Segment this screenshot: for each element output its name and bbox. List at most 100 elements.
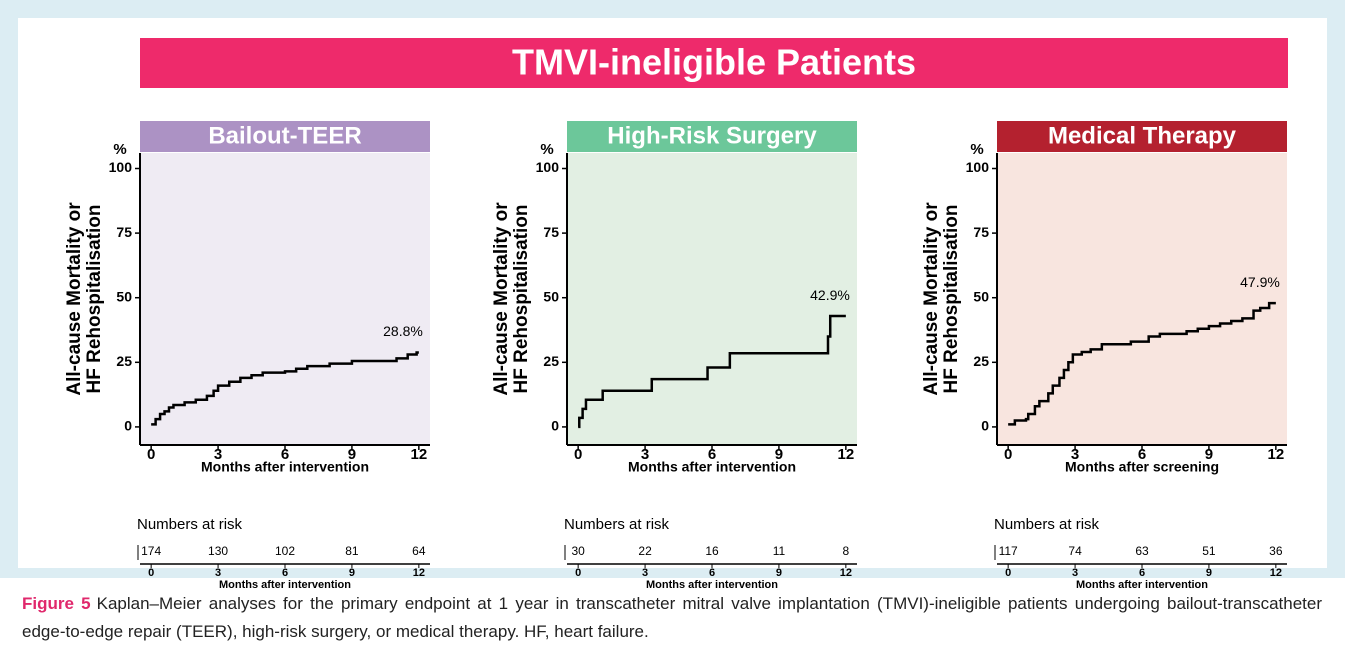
risk-tick-label: 3 (642, 567, 648, 579)
plot-area (997, 153, 1287, 445)
y-unit: % (970, 141, 983, 158)
panel-title: Bailout-TEER (208, 122, 361, 149)
x-tick-label: 0 (574, 446, 582, 463)
y-tick-label: 0 (551, 418, 559, 434)
risk-axis-label: Months after intervention (646, 579, 778, 591)
x-tick-label: 12 (838, 446, 855, 463)
y-tick-label: 0 (124, 418, 132, 434)
x-tick-label: 9 (775, 446, 783, 463)
risk-value: 174 (141, 544, 161, 558)
risk-axis-label: Months after intervention (1076, 579, 1208, 591)
x-tick-label: 3 (641, 446, 649, 463)
y-tick-label: 0 (981, 418, 989, 434)
header (140, 121, 430, 152)
risk-value: 102 (275, 544, 295, 558)
end-annotation: 47.9% (1240, 274, 1280, 290)
risk-tick-label: 12 (1270, 567, 1282, 579)
risk-tick-label: 6 (1139, 567, 1145, 579)
x-tick-label: 12 (411, 446, 428, 463)
y-tick-label: 25 (543, 353, 559, 369)
x-tick-label: 9 (1205, 446, 1213, 463)
y-tick-label: 100 (966, 159, 990, 175)
x-axis-label: Months after screening (1065, 459, 1219, 475)
header (567, 121, 857, 152)
y-axis-label: HF Rehospitalisation (941, 205, 962, 394)
caption-label: Figure 5 (22, 594, 91, 613)
y-axis-label: HF Rehospitalisation (84, 205, 105, 394)
risk-value: 36 (1269, 544, 1283, 558)
y-unit: % (113, 141, 126, 158)
risk-tick-label: 6 (282, 567, 288, 579)
x-tick-label: 3 (214, 446, 222, 463)
y-tick-label: 50 (973, 288, 989, 304)
x-tick-label: 0 (1004, 446, 1012, 463)
x-tick-label: 3 (1071, 446, 1079, 463)
y-tick-label: 75 (116, 224, 132, 240)
y-tick-label: 50 (543, 288, 559, 304)
y-axis-label: All-cause Mortality or (921, 202, 942, 396)
x-tick-label: 6 (708, 446, 716, 463)
y-tick-label: 75 (973, 224, 989, 240)
risk-value: 8 (843, 544, 850, 558)
risk-title: Numbers at risk (994, 516, 1100, 533)
risk-value: 63 (1135, 544, 1149, 558)
panel-title: Medical Therapy (1048, 122, 1237, 149)
y-tick-label: 75 (543, 224, 559, 240)
y-tick-label: 25 (116, 353, 132, 369)
x-tick-label: 12 (1268, 446, 1285, 463)
risk-axis-label: Months after intervention (219, 579, 351, 591)
end-annotation: 42.9% (810, 287, 850, 303)
panel-title: High-Risk Surgery (607, 122, 817, 149)
y-axis-label: HF Rehospitalisation (511, 205, 532, 394)
header (997, 121, 1287, 152)
risk-value: 74 (1068, 544, 1082, 558)
survival-curve (578, 314, 846, 429)
survival-curve (151, 351, 419, 426)
x-axis-label: Months after intervention (201, 459, 369, 475)
risk-tick-label: 9 (349, 567, 355, 579)
risk-value: 64 (412, 544, 426, 558)
y-axis-label: All-cause Mortality or (491, 202, 512, 396)
caption: Figure 5 Kaplan–Meier analyses for the pr… (22, 590, 1322, 646)
survival-curve (1008, 301, 1276, 426)
risk-value: 81 (345, 544, 359, 558)
y-axis-label: All-cause Mortality or (64, 202, 85, 396)
caption-text: Kaplan–Meier analyses for the primary en… (22, 594, 1323, 641)
risk-tick-label: 9 (776, 567, 782, 579)
risk-tick-label: 12 (413, 567, 425, 579)
risk-value: 16 (705, 544, 719, 558)
risk-tick-label: 0 (1005, 567, 1011, 579)
risk-tick-label: 9 (1206, 567, 1212, 579)
risk-tick-label: 12 (840, 567, 852, 579)
risk-tick-label: 0 (575, 567, 581, 579)
banner-title: TMVI-ineligible Patients (512, 42, 916, 83)
risk-value: 130 (208, 544, 228, 558)
risk-tick-label: 3 (1072, 567, 1078, 579)
risk-tick-label: 0 (148, 567, 154, 579)
y-unit: % (540, 141, 553, 158)
risk-value: 51 (1202, 544, 1216, 558)
risk-value: 117 (999, 544, 1018, 558)
risk-value: 22 (638, 544, 652, 558)
y-tick-label: 100 (109, 159, 133, 175)
x-axis-label: Months after intervention (628, 459, 796, 475)
risk-value: 30 (571, 544, 585, 558)
risk-title: Numbers at risk (137, 516, 243, 533)
end-annotation: 28.8% (383, 323, 423, 339)
y-tick-label: 100 (536, 159, 560, 175)
y-tick-label: 25 (973, 353, 989, 369)
banner (140, 38, 1288, 88)
x-tick-label: 6 (1138, 446, 1146, 463)
risk-value: 11 (773, 544, 786, 558)
plot-area (567, 153, 857, 445)
plot-area (140, 153, 430, 445)
risk-tick-label: 6 (709, 567, 715, 579)
x-tick-label: 9 (348, 446, 356, 463)
x-tick-label: 6 (281, 446, 289, 463)
y-tick-label: 50 (116, 288, 132, 304)
risk-tick-label: 3 (215, 567, 221, 579)
risk-title: Numbers at risk (564, 516, 670, 533)
x-tick-label: 0 (147, 446, 155, 463)
